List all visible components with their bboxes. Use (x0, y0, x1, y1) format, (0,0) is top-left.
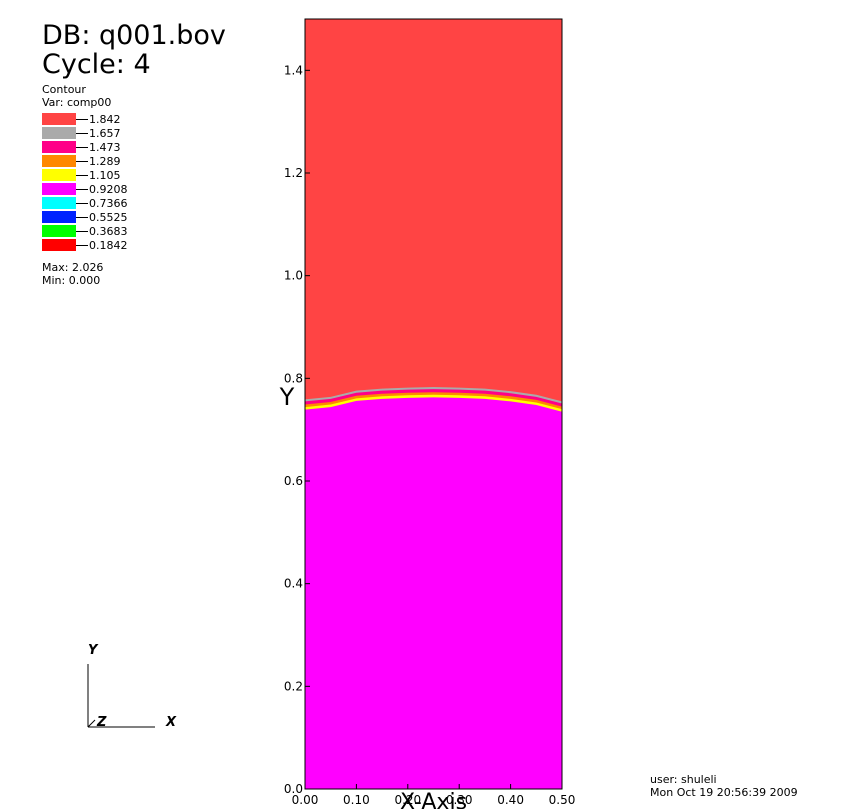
legend-label: 1.473 (89, 141, 121, 154)
max-value-label: Max: 2.026 (42, 261, 104, 274)
min-value-label: Min: 0.000 (42, 274, 101, 287)
y-tick-label: 0.8 (284, 371, 303, 385)
x-tick-label: 0.40 (497, 793, 524, 807)
cycle-label: Cycle: 4 (42, 49, 151, 80)
legend-tick (76, 203, 88, 204)
x-axis-title: X-Axis (400, 790, 467, 809)
legend-tick (76, 133, 88, 134)
plot-type-label: Contour (42, 83, 86, 96)
legend-swatch (42, 239, 76, 251)
legend-swatch (42, 197, 76, 209)
legend-label: 0.1842 (89, 239, 128, 252)
y-tick-label: 0.0 (284, 782, 303, 796)
legend-tick (76, 161, 88, 162)
legend-tick (76, 119, 88, 120)
y-axis-title: Y (279, 383, 295, 411)
y-tick-label: 0.4 (284, 577, 303, 591)
y-tick-label: 1.2 (284, 166, 303, 180)
legend-label: 1.657 (89, 127, 121, 140)
legend-label: 0.3683 (89, 225, 128, 238)
triad-z-label: Z (96, 715, 107, 730)
upper-region (305, 19, 562, 402)
x-tick-label: 0.50 (549, 793, 576, 807)
triad-x-label: X (165, 715, 177, 730)
plot-frame (304, 18, 563, 790)
plot-variable-label: Var: comp00 (42, 96, 112, 109)
legend-swatch (42, 113, 76, 125)
y-tick-label: 0.6 (284, 474, 303, 488)
legend-label: 0.9208 (89, 183, 128, 196)
legend-tick (76, 147, 88, 148)
legend-tick (76, 217, 88, 218)
y-tick-label: 1.0 (284, 269, 303, 283)
database-title: DB: q001.bov (42, 20, 226, 51)
y-tick-label: 0.2 (284, 679, 303, 693)
x-tick-label: 0.20 (394, 793, 421, 807)
legend-tick (76, 189, 88, 190)
user-label: user: shuleli (650, 773, 717, 786)
legend-swatch (42, 225, 76, 237)
legend-tick (76, 245, 88, 246)
legend-swatch (42, 169, 76, 181)
x-tick-label: 0.30 (446, 793, 473, 807)
legend-swatch (42, 155, 76, 167)
legend-tick (76, 231, 88, 232)
legend-label: 1.842 (89, 113, 121, 126)
legend-swatch (42, 127, 76, 139)
legend-swatch (42, 211, 76, 223)
legend-label: 1.289 (89, 155, 121, 168)
x-tick-label: 0.10 (343, 793, 370, 807)
triad-z-axis-icon (87, 719, 96, 728)
legend-label: 0.7366 (89, 197, 128, 210)
legend-swatch (42, 141, 76, 153)
date-label: Mon Oct 19 20:56:39 2009 (650, 786, 798, 799)
x-tick-label: 0.00 (292, 793, 319, 807)
triad-y-label: Y (88, 643, 99, 658)
y-tick-label: 1.4 (284, 63, 303, 77)
legend-label: 1.105 (89, 169, 121, 182)
legend-swatch (42, 183, 76, 195)
legend-label: 0.5525 (89, 211, 128, 224)
legend-tick (76, 175, 88, 176)
